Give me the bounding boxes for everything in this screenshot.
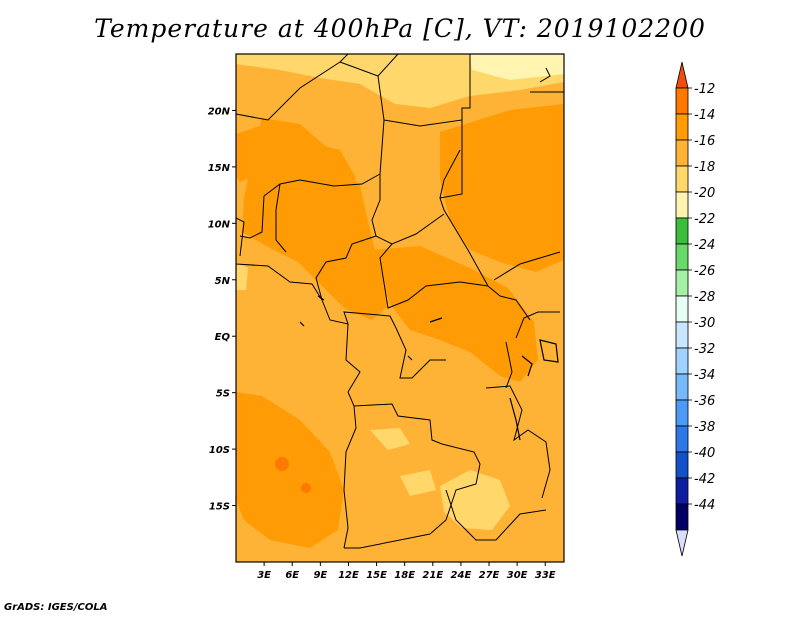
colorbar-swatch <box>675 295 689 323</box>
colorbar-swatch <box>675 217 689 245</box>
colorbar-label: -12 <box>694 82 715 97</box>
colorbar-swatch <box>675 399 689 427</box>
lon-tick-label: 21E <box>422 570 443 581</box>
colorbar-swatch <box>675 243 689 271</box>
colorbar-label: -42 <box>694 472 715 487</box>
colorbar-swatch <box>675 321 689 349</box>
colorbar-swatch <box>675 425 689 453</box>
lon-tick-label: 27E <box>479 570 500 581</box>
lon-tick-label: 33E <box>535 570 556 581</box>
colorbar-swatch <box>675 165 689 193</box>
plot-frame <box>235 53 565 563</box>
footer-credit: GrADS: IGES/COLA <box>4 602 108 613</box>
lat-tick-label: 5N <box>215 276 231 287</box>
lon-tick-label: 24E <box>451 570 472 581</box>
colorbar-swatch <box>675 347 689 375</box>
colorbar: -12 -14 -16 -18 -20 -22 -24 -26 -28 -30 -32 -34 -36 -… <box>675 61 715 557</box>
lon-axis: 3E 6E 9E 12E 15E 18E 21E 24E 27E 30E 33E <box>257 562 556 581</box>
colorbar-swatch <box>675 451 689 479</box>
colorbar-swatch <box>675 113 689 141</box>
colorbar-label: -36 <box>694 394 715 409</box>
lat-tick-label: 10S <box>209 445 230 456</box>
country-borders <box>236 54 564 549</box>
colorbar-label: -16 <box>694 134 715 149</box>
colorbar-swatch <box>675 139 689 167</box>
lat-tick-label: 20N <box>208 106 231 117</box>
colorbar-label: -28 <box>694 290 715 305</box>
colorbar-swatch <box>675 87 689 115</box>
lakes <box>299 295 559 441</box>
colorbar-label: -44 <box>694 498 715 513</box>
temperature-field <box>236 54 564 562</box>
colorbar-label: -26 <box>694 264 715 279</box>
lat-tick-label: 15N <box>208 163 231 174</box>
colorbar-label: -22 <box>694 212 715 227</box>
lat-tick-label: 15S <box>209 502 230 513</box>
colorbar-label: -24 <box>694 238 715 253</box>
colorbar-label: -32 <box>694 342 715 357</box>
colorbar-label: -40 <box>694 446 715 461</box>
colorbar-label: -18 <box>694 160 715 175</box>
colorbar-top-arrow <box>675 61 689 89</box>
colorbar-bottom-arrow <box>675 529 689 557</box>
lat-axis: 20N 15N 10N 5N EQ 5S 10S 15S <box>208 106 236 513</box>
colorbar-swatch <box>675 191 689 219</box>
colorbar-label: -14 <box>694 108 715 123</box>
colorbar-swatch <box>675 269 689 297</box>
colorbar-swatch <box>675 477 689 505</box>
colorbar-label: -30 <box>694 316 715 331</box>
lon-tick-label: 9E <box>313 570 327 581</box>
lat-tick-label: 10N <box>208 219 231 230</box>
lon-tick-label: 6E <box>285 570 299 581</box>
chart-title: Temperature at 400hPa [C], VT: 201910220… <box>94 14 706 43</box>
colorbar-label: -20 <box>694 186 715 201</box>
lon-tick-label: 15E <box>366 570 387 581</box>
lon-tick-label: 30E <box>507 570 528 581</box>
colorbar-label: -34 <box>694 368 715 383</box>
lat-tick-label: EQ <box>215 332 231 343</box>
lon-tick-label: 18E <box>394 570 415 581</box>
colorbar-label: -38 <box>694 420 715 435</box>
colorbar-swatch <box>675 503 689 531</box>
lon-tick-label: 3E <box>257 570 271 581</box>
lat-tick-label: 5S <box>216 389 230 400</box>
colorbar-swatch <box>675 373 689 401</box>
lon-tick-label: 12E <box>338 570 359 581</box>
